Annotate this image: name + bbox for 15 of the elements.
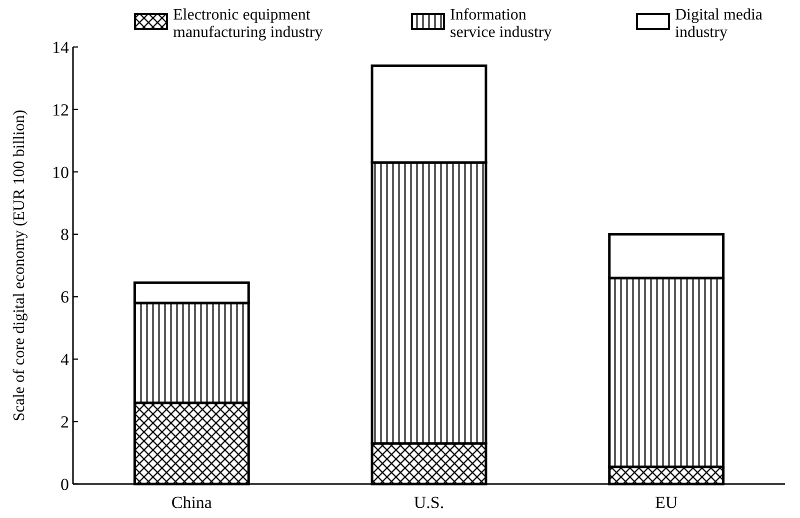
y-tick-label: 0 bbox=[60, 474, 69, 494]
y-tick-label: 2 bbox=[60, 412, 69, 432]
y-tick-label: 14 bbox=[52, 38, 70, 57]
x-tick-label: EU bbox=[654, 493, 678, 512]
y-tick-label: 4 bbox=[60, 350, 70, 370]
y-tick-label: 6 bbox=[60, 288, 69, 307]
y-axis-title: Scale of core digital economy (EUR 100 billion) bbox=[11, 110, 28, 422]
legend-label: Information service industry bbox=[450, 6, 552, 42]
legend-label: Digital media industry bbox=[675, 6, 763, 42]
legend-label: Electronic equipment manufacturing industry bbox=[173, 6, 323, 42]
y-tick-label: 12 bbox=[52, 100, 69, 120]
y-tick-label: 10 bbox=[52, 162, 69, 182]
x-tick-label: U.S. bbox=[414, 493, 444, 512]
y-tick-label: 8 bbox=[60, 225, 69, 244]
x-tick-label: China bbox=[171, 493, 212, 512]
